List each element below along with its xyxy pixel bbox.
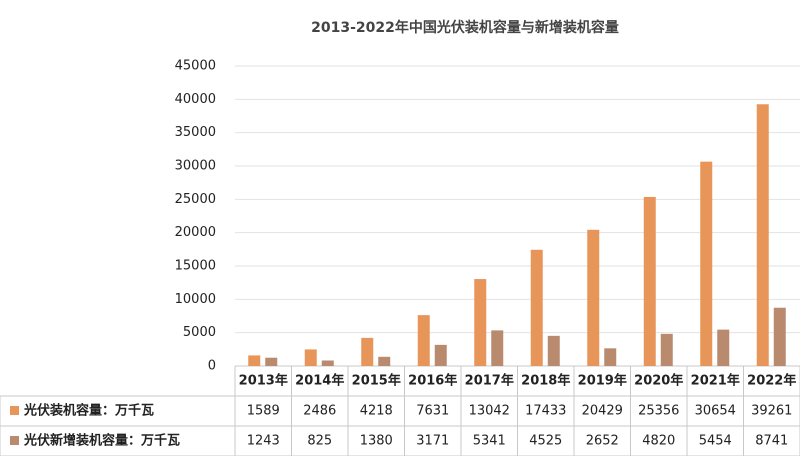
x-tick-label: 2018年 [521, 373, 570, 389]
bar [756, 104, 769, 366]
table-value: 39261 [751, 404, 792, 419]
x-tick-label: 2017年 [465, 373, 514, 389]
bar [587, 229, 600, 366]
y-tick-label: 25000 [175, 192, 216, 207]
bar [361, 337, 374, 366]
bar [417, 315, 430, 366]
bar [265, 357, 278, 366]
bar [491, 330, 504, 366]
bar [773, 307, 786, 366]
table-value: 825 [307, 434, 332, 449]
bar [700, 161, 713, 366]
bar [304, 349, 317, 366]
table-value: 1589 [247, 404, 280, 419]
bar [717, 329, 730, 366]
x-tick-label: 2016年 [408, 373, 457, 389]
table-value: 4820 [642, 434, 675, 449]
y-tick-label: 30000 [175, 159, 216, 174]
legend-label: 光伏装机容量：万千瓦 [23, 403, 154, 419]
bar [321, 360, 334, 366]
bar [530, 249, 543, 366]
bar [604, 348, 617, 366]
table-value: 4218 [360, 404, 393, 419]
y-tick-label: 35000 [175, 125, 216, 140]
table-value: 4525 [529, 434, 562, 449]
bar [248, 355, 261, 366]
x-tick-label: 2013年 [239, 373, 288, 389]
chart-title: 2013-2022年中国光伏装机容量与新增装机容量 [311, 19, 619, 36]
table-value: 5454 [699, 434, 732, 449]
x-tick-label: 2021年 [691, 373, 740, 389]
legend-swatch [10, 436, 19, 445]
table-value: 2652 [586, 434, 619, 449]
table-value: 5341 [473, 434, 506, 449]
table-value: 7631 [416, 404, 449, 419]
bar [434, 344, 447, 366]
table-value: 8741 [755, 434, 788, 449]
table-value: 20429 [582, 404, 623, 419]
table-value: 3171 [416, 434, 449, 449]
table-value: 13042 [469, 404, 510, 419]
x-tick-label: 2022年 [747, 373, 796, 389]
y-tick-label: 5000 [183, 325, 216, 340]
bar [378, 356, 391, 366]
bar [474, 279, 487, 366]
table-value: 1243 [247, 434, 280, 449]
y-tick-label: 40000 [175, 92, 216, 107]
table-value: 1380 [360, 434, 393, 449]
legend-swatch [10, 406, 19, 415]
table-value: 2486 [303, 404, 336, 419]
table-value: 17433 [525, 404, 566, 419]
table-value: 25356 [638, 404, 679, 419]
x-tick-label: 2019年 [578, 373, 627, 389]
x-tick-label: 2015年 [352, 373, 401, 389]
bar [547, 335, 560, 366]
y-tick-label: 15000 [175, 259, 216, 274]
y-tick-label: 45000 [175, 59, 216, 74]
table-value: 30654 [695, 404, 736, 419]
legend-label: 光伏新增装机容量：万千瓦 [23, 433, 180, 449]
y-tick-label: 20000 [175, 225, 216, 240]
x-tick-label: 2014年 [295, 373, 344, 389]
bar [643, 196, 656, 366]
y-tick-label: 0 [208, 359, 216, 374]
y-tick-label: 10000 [175, 292, 216, 307]
x-tick-label: 2020年 [634, 373, 683, 389]
bar [660, 333, 673, 366]
